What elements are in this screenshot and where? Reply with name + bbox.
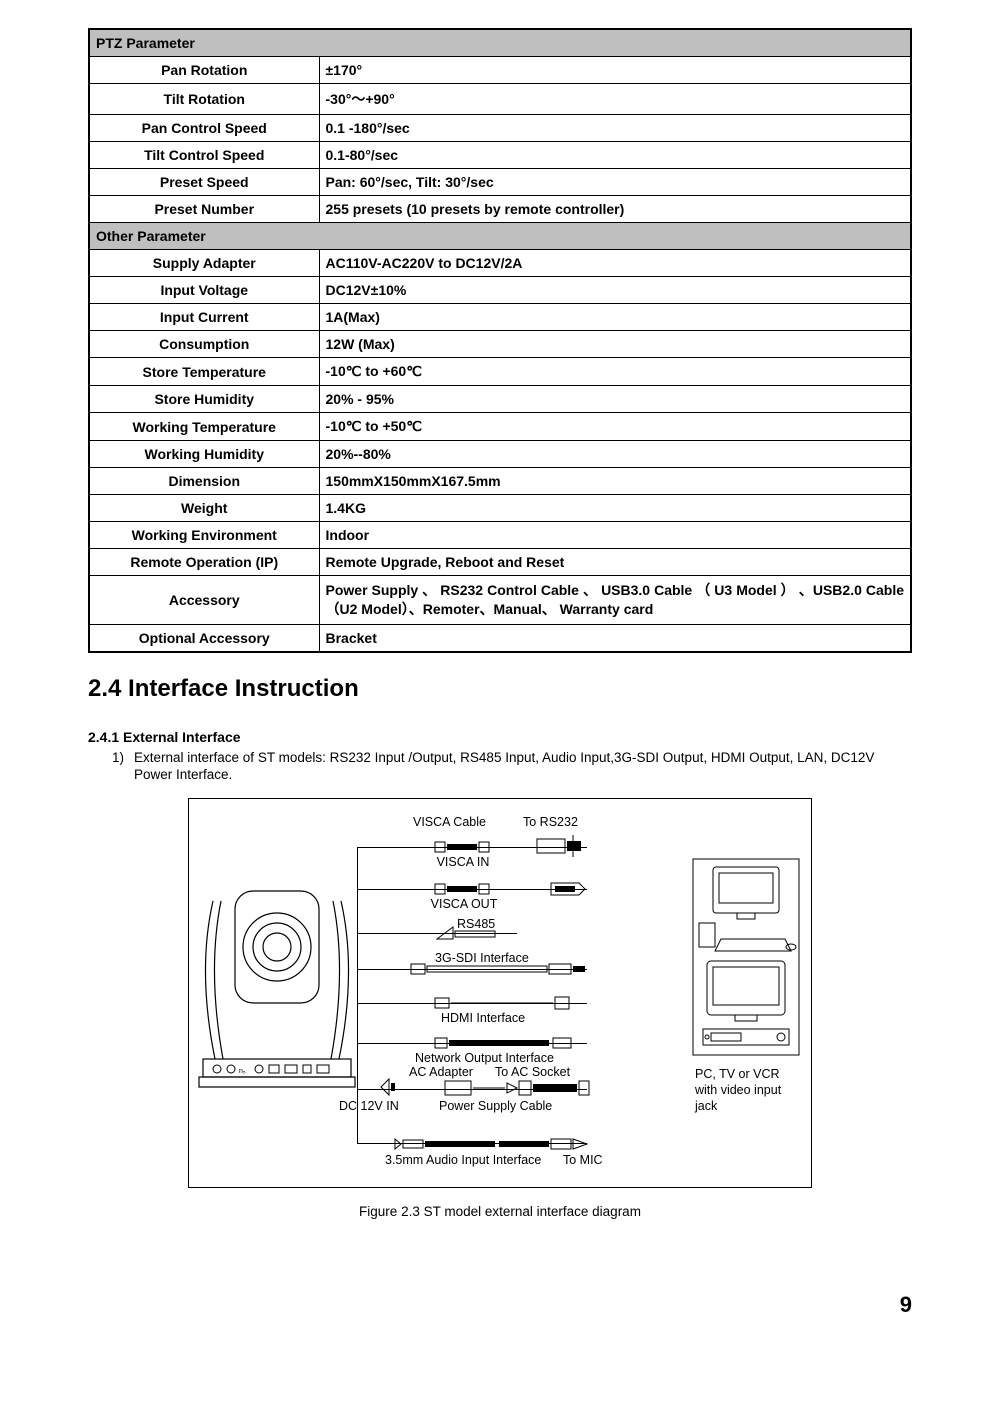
interface-diagram: n₅ <box>188 798 812 1188</box>
lbl-power-cable: Power Supply Cable <box>439 1099 552 1113</box>
param-label: Tilt Control Speed <box>89 142 319 169</box>
table-row: Input VoltageDC12V±10% <box>89 277 911 304</box>
lbl-audio: 3.5mm Audio Input Interface <box>385 1153 541 1167</box>
param-value: Indoor <box>319 522 911 549</box>
list-item-text: External interface of ST models: RS232 I… <box>134 750 874 783</box>
lbl-visca-in: VISCA IN <box>433 855 493 869</box>
param-label: Optional Accessory <box>89 624 319 652</box>
param-value: -10℃ to +50℃ <box>319 413 911 441</box>
list-item: 1)External interface of ST models: RS232… <box>88 749 912 784</box>
lbl-pctv-2: with video input <box>695 1083 781 1097</box>
lbl-ac-adapter: AC Adapter <box>409 1065 473 1079</box>
table-row: Store Humidity20% - 95% <box>89 386 911 413</box>
lbl-sdi: 3G-SDI Interface <box>435 951 529 965</box>
section-header: Other Parameter <box>89 223 911 250</box>
param-value: Pan: 60°/sec, Tilt: 30°/sec <box>319 169 911 196</box>
param-value: 0.1 -180°/sec <box>319 115 911 142</box>
param-label: Store Humidity <box>89 386 319 413</box>
svg-text:n₅: n₅ <box>239 1068 246 1075</box>
lbl-visca-out: VISCA OUT <box>427 897 501 911</box>
lbl-to-ac-socket: To AC Socket <box>495 1065 570 1079</box>
spec-table: PTZ ParameterPan Rotation±170°Tilt Rotat… <box>88 28 912 653</box>
param-label: Remote Operation (IP) <box>89 549 319 576</box>
param-label: Dimension <box>89 468 319 495</box>
param-value: DC12V±10% <box>319 277 911 304</box>
section-title: 2.4 Interface Instruction <box>88 675 912 703</box>
param-value: 1.4KG <box>319 495 911 522</box>
lbl-dc12vin: DC 12V IN <box>339 1099 399 1113</box>
param-value: 150mmX150mmX167.5mm <box>319 468 911 495</box>
lbl-hdmi: HDMI Interface <box>441 1011 525 1025</box>
param-label: Input Current <box>89 304 319 331</box>
param-label: Store Temperature <box>89 358 319 386</box>
param-value: 255 presets (10 presets by remote contro… <box>319 196 911 223</box>
param-value: -30°～+90° <box>319 84 911 115</box>
conn-audio <box>393 1135 593 1153</box>
section-header: PTZ Parameter <box>89 29 911 57</box>
list-item-number: 1) <box>112 749 134 767</box>
conn-hdmi <box>433 995 583 1011</box>
lbl-pctv-3: jack <box>695 1099 717 1113</box>
table-row: Dimension150mmX150mmX167.5mm <box>89 468 911 495</box>
param-value: AC110V-AC220V to DC12V/2A <box>319 250 911 277</box>
table-row: Supply AdapterAC110V-AC220V to DC12V/2A <box>89 250 911 277</box>
table-row: Working EnvironmentIndoor <box>89 522 911 549</box>
param-value: 20%--80% <box>319 441 911 468</box>
table-row: Preset Number255 presets (10 presets by … <box>89 196 911 223</box>
conn-db9 <box>549 881 589 897</box>
param-value: 1A(Max) <box>319 304 911 331</box>
table-row: Tilt Control Speed0.1-80°/sec <box>89 142 911 169</box>
lbl-pctv-1: PC, TV or VCR <box>695 1067 780 1081</box>
table-row: Pan Control Speed0.1 -180°/sec <box>89 115 911 142</box>
param-label: Tilt Rotation <box>89 84 319 115</box>
figure-caption: Figure 2.3 ST model external interface d… <box>188 1204 812 1219</box>
param-value: 0.1-80°/sec <box>319 142 911 169</box>
page-number: 9 <box>900 1292 912 1318</box>
param-label: Supply Adapter <box>89 250 319 277</box>
param-label: Working Environment <box>89 522 319 549</box>
subsection-title: 2.4.1 External Interface <box>88 729 912 745</box>
lbl-rs485: RS485 <box>457 917 495 931</box>
conn-visca-out <box>433 881 493 897</box>
param-value: ±170° <box>319 57 911 84</box>
table-row: Input Current1A(Max) <box>89 304 911 331</box>
param-label: Working Humidity <box>89 441 319 468</box>
lbl-to-rs232: To RS232 <box>523 815 578 829</box>
param-value: 12W (Max) <box>319 331 911 358</box>
param-label: Preset Number <box>89 196 319 223</box>
conn-visca-in <box>433 839 493 855</box>
param-label: Pan Control Speed <box>89 115 319 142</box>
conn-rs232 <box>531 833 591 859</box>
param-value: -10℃ to +60℃ <box>319 358 911 386</box>
table-row: Optional AccessoryBracket <box>89 624 911 652</box>
table-row: Tilt Rotation-30°～+90° <box>89 84 911 115</box>
param-value: Bracket <box>319 624 911 652</box>
table-row: AccessoryPower Supply 、 RS232 Control Ca… <box>89 576 911 625</box>
table-row: Weight1.4KG <box>89 495 911 522</box>
lbl-visca-cable: VISCA Cable <box>413 815 486 829</box>
table-row: Working Temperature-10℃ to +50℃ <box>89 413 911 441</box>
param-label: Weight <box>89 495 319 522</box>
table-row: Remote Operation (IP)Remote Upgrade, Reb… <box>89 549 911 576</box>
table-row: Working Humidity20%--80% <box>89 441 911 468</box>
param-label: Preset Speed <box>89 169 319 196</box>
table-row: Consumption12W (Max) <box>89 331 911 358</box>
param-label: Consumption <box>89 331 319 358</box>
param-label: Working Temperature <box>89 413 319 441</box>
camera-icon: n₅ <box>197 831 357 1091</box>
param-label: Pan Rotation <box>89 57 319 84</box>
lbl-network: Network Output Interface <box>415 1051 554 1065</box>
param-value: Power Supply 、 RS232 Control Cable 、 USB… <box>319 576 911 625</box>
conn-net <box>433 1035 583 1051</box>
param-value: Remote Upgrade, Reboot and Reset <box>319 549 911 576</box>
table-row: Store Temperature-10℃ to +60℃ <box>89 358 911 386</box>
table-row: Pan Rotation±170° <box>89 57 911 84</box>
param-label: Accessory <box>89 576 319 625</box>
param-value: 20% - 95% <box>319 386 911 413</box>
table-row: Preset SpeedPan: 60°/sec, Tilt: 30°/sec <box>89 169 911 196</box>
lbl-to-mic: To MIC <box>563 1153 603 1167</box>
pc-monitor-icon <box>691 857 801 1057</box>
param-label: Input Voltage <box>89 277 319 304</box>
